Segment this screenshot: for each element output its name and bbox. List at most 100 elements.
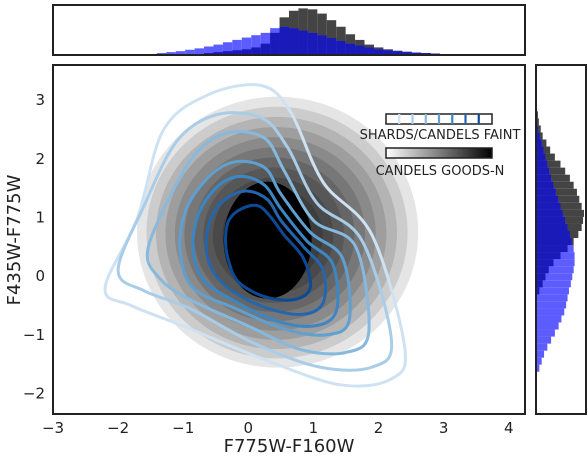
top-hist-bar-overlap — [298, 30, 308, 54]
top-hist-bar-faint — [156, 53, 167, 54]
right-hist-bar-overlap — [537, 125, 538, 133]
top-hist-bar-overlap — [336, 40, 346, 54]
right-hist-bar-faint — [537, 329, 555, 337]
top-histogram — [156, 8, 441, 55]
top-hist-bar-faint — [251, 35, 261, 54]
top-hist-bar-overlap — [222, 51, 233, 54]
right-hist-bar-overlap — [537, 174, 552, 182]
x-tick-label: 3 — [439, 419, 449, 437]
right-hist-bar-overlap — [537, 216, 566, 224]
top-hist-bar-faint — [166, 52, 176, 54]
top-hist-bar-overlap — [364, 47, 374, 54]
y-tick-label: −1 — [23, 326, 45, 344]
top-hist-bar-overlap — [213, 52, 223, 54]
legend-faint-level-ticks — [398, 114, 480, 124]
right-hist-bar-overlap — [537, 230, 570, 239]
right-hist-bar-overlap — [537, 209, 563, 217]
y-tick-label: −2 — [23, 384, 45, 402]
top-hist-bar-overlap — [204, 53, 214, 54]
top-hist-bar-overlap — [260, 43, 271, 54]
top-hist-bar-goodsn — [326, 20, 337, 54]
top-hist-bar-overlap — [326, 38, 337, 54]
right-histogram-frame — [535, 64, 587, 415]
x-ticks: −3 −2 −1 0 1 2 3 4 — [42, 419, 514, 437]
right-hist-bar-faint — [537, 357, 542, 365]
top-hist-bar-overlap — [383, 50, 393, 54]
right-hist-bar-overlap — [537, 266, 549, 274]
right-hist-bar-overlap — [537, 181, 554, 189]
right-hist-bar-faint — [537, 315, 562, 323]
top-hist-bar-overlap — [373, 49, 384, 54]
y-tick-label: 0 — [35, 267, 45, 285]
right-hist-bar-goodsn — [537, 188, 577, 196]
x-tick-label: −3 — [42, 419, 64, 437]
right-hist-bar-overlap — [537, 195, 559, 203]
main-plot-frame — [52, 64, 526, 415]
top-hist-bar-faint — [260, 32, 271, 54]
right-hist-bar-overlap — [537, 188, 556, 196]
right-hist-bar-goodsn — [537, 153, 555, 161]
contour-level-4 — [178, 159, 352, 337]
right-hist-bar-overlap — [537, 252, 561, 260]
right-hist-bar-faint — [537, 322, 559, 330]
right-hist-bar-overlap — [537, 167, 550, 175]
legend-goodsn-swatch — [385, 147, 493, 159]
right-hist-bar-faint — [537, 273, 573, 281]
right-hist-bar-overlap — [537, 245, 568, 253]
top-hist-bar-overlap — [411, 52, 422, 54]
legend-faint-label: SHARDS/CANDELS FAINT — [360, 128, 521, 143]
top-hist-bar-faint — [185, 49, 195, 54]
right-hist-bar-goodsn — [537, 118, 539, 126]
right-hist-bar-faint — [537, 336, 552, 344]
top-hist-bar-overlap — [402, 52, 412, 54]
right-hist-bar-overlap — [537, 153, 546, 161]
top-hist-bar-goodsn — [317, 13, 327, 54]
legend: SHARDS/CANDELS FAINT CANDELS GOODS-N — [360, 113, 521, 179]
density-core — [223, 181, 312, 299]
top-hist-bar-faint — [222, 42, 233, 54]
x-tick-label: 0 — [244, 419, 254, 437]
right-hist-bar-faint — [537, 259, 575, 267]
top-hist-bar-overlap — [355, 45, 365, 54]
right-hist-bar-overlap — [537, 280, 543, 288]
right-hist-bar-faint — [537, 294, 568, 302]
right-hist-bar-faint — [537, 301, 567, 309]
right-hist-bar-goodsn — [537, 160, 561, 168]
y-tick-label: 1 — [35, 209, 45, 227]
top-hist-bar-overlap — [345, 43, 356, 54]
top-hist-bar-overlap — [270, 32, 280, 54]
top-hist-bar-faint — [175, 51, 186, 54]
top-hist-bar-overlap — [279, 26, 289, 54]
x-axis-label: F775W-F160W — [224, 436, 355, 457]
contour-level-1 — [103, 83, 407, 388]
contour-level-5 — [191, 174, 340, 328]
contour-level-7 — [223, 203, 313, 302]
top-hist-bar-overlap — [421, 53, 431, 54]
x-tick-label: 1 — [309, 419, 319, 437]
y-ticks: −2 −1 0 1 2 3 — [23, 91, 45, 402]
right-hist-bar-overlap — [537, 287, 540, 295]
x-tick-label: 4 — [504, 419, 514, 437]
right-hist-bar-overlap — [537, 146, 544, 154]
right-hist-bar-faint — [537, 266, 574, 274]
top-hist-bar-overlap — [317, 35, 327, 54]
right-hist-bar-faint — [537, 350, 545, 358]
right-hist-bar-overlap — [537, 160, 548, 168]
top-hist-bar-faint — [241, 37, 252, 54]
right-hist-bar-goodsn — [537, 111, 538, 119]
right-hist-bar-goodsn — [537, 167, 566, 175]
right-histogram — [537, 111, 584, 372]
top-hist-bar-faint — [204, 46, 214, 54]
right-hist-bar-goodsn — [537, 125, 541, 133]
top-hist-bar-goodsn — [336, 26, 346, 54]
y-tick-label: 3 — [35, 91, 45, 109]
right-hist-bar-faint — [537, 343, 548, 351]
top-hist-bar-overlap — [251, 47, 261, 54]
main-plot — [103, 83, 419, 388]
top-hist-bar-overlap — [241, 49, 252, 54]
legend-goodsn-label: CANDELS GOODS-N — [376, 164, 505, 179]
top-hist-bar-goodsn — [307, 9, 318, 55]
contour-level-2 — [116, 111, 394, 372]
x-tick-label: −2 — [107, 419, 129, 437]
